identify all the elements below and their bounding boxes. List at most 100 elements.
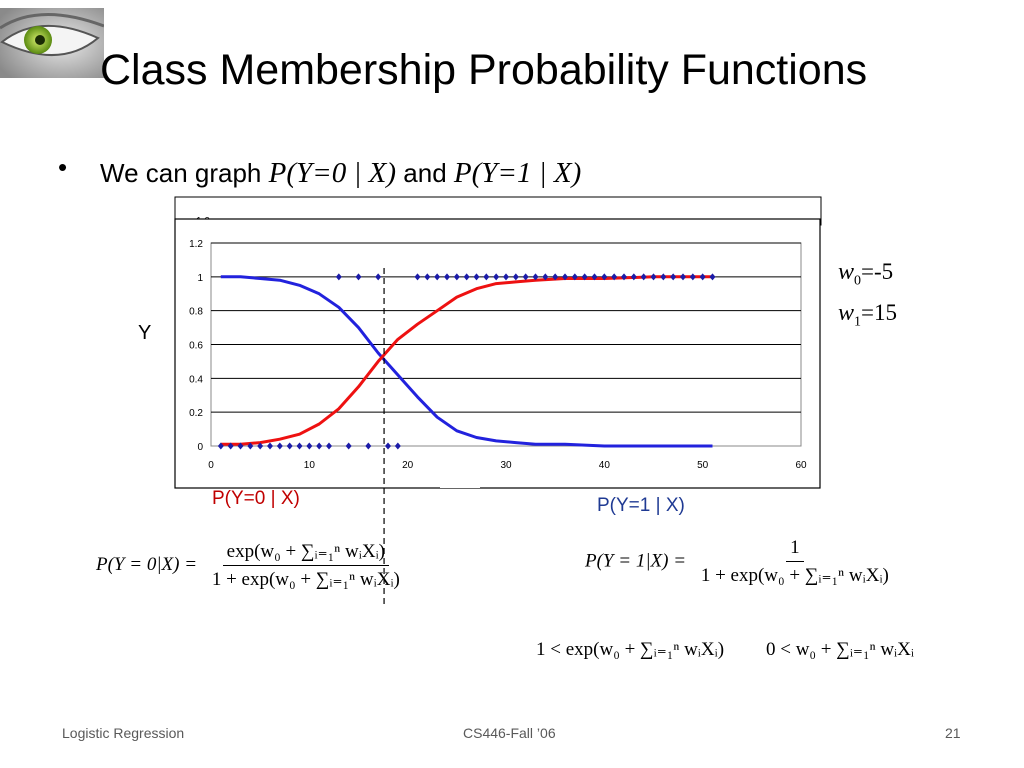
data-point (345, 442, 352, 450)
data-point (670, 273, 677, 281)
w1-value: w1=15 (838, 297, 897, 338)
x-tick-label: 50 (697, 460, 709, 471)
data-point (257, 442, 264, 450)
y-tick-label: 0 (197, 442, 203, 453)
data-point (522, 273, 529, 281)
y-tick-label: 0.2 (189, 408, 203, 419)
w1-symbol: w (838, 299, 855, 326)
inequality-exp: 1 < exp(w₀ + ∑ᵢ₌₁ⁿ wᵢXᵢ) (536, 639, 725, 660)
x-tick-label: 60 (795, 460, 807, 471)
equation-p0-fraction: exp(w₀ + ∑ᵢ₌₁ⁿ wᵢXᵢ) 1 + exp(w₀ + ∑ᵢ₌₁ⁿ … (208, 540, 404, 591)
data-point (434, 273, 441, 281)
y-tick-label: 0.4 (189, 374, 203, 385)
data-point (660, 273, 667, 281)
bullet-connector: and (396, 158, 454, 188)
eye-logo (0, 8, 104, 78)
data-point (306, 442, 313, 450)
data-points (217, 273, 716, 450)
data-point (463, 273, 470, 281)
equation-p0-numerator: exp(w₀ + ∑ᵢ₌₁ⁿ wᵢXᵢ) (222, 540, 390, 566)
x-tick-label: 0 (208, 460, 214, 471)
w0-symbol: w (838, 259, 855, 285)
data-point (424, 273, 431, 281)
w1-subscript: 1 (854, 314, 862, 330)
data-point (365, 442, 372, 450)
data-point (542, 273, 549, 281)
data-point (375, 273, 382, 281)
data-point (247, 442, 254, 450)
axis-ticks: 0 0.2 0.4 0.6 0.8 1 1.2 0 10 20 30 40 50 60 (189, 239, 807, 471)
series-line (220, 275, 713, 448)
x-tick-label: 30 (500, 460, 512, 471)
inequality-linear: 0 < w₀ + ∑ᵢ₌₁ⁿ wᵢXᵢ (766, 639, 914, 660)
data-point (630, 273, 637, 281)
y-tick-label: 0.6 (189, 341, 203, 352)
data-point (326, 442, 332, 450)
y-tick-label: 1.2 (189, 239, 203, 250)
equation-p1-denominator: 1 + exp(w₀ + ∑ᵢ₌₁ⁿ wᵢXᵢ) (700, 565, 889, 586)
y-tick-label: 1 (197, 273, 203, 284)
data-point (286, 442, 293, 450)
data-point (552, 273, 559, 281)
x-tick-label: 20 (402, 460, 414, 471)
bullet-text: We can graph P(Y=0 | X) and P(Y=1 | X) (100, 157, 581, 190)
slide-title: Class Membership Probability Functions (100, 46, 868, 94)
data-point (493, 273, 500, 281)
data-point (650, 273, 657, 281)
data-point (227, 442, 234, 450)
data-point (276, 442, 283, 450)
data-point (640, 273, 647, 281)
equation-p1: P(Y = 1|X) = 1 1 + exp(w₀ + ∑ᵢ₌₁ⁿ wᵢXᵢ) (585, 537, 893, 587)
w0-number: =-5 (861, 259, 894, 284)
data-point (444, 273, 450, 281)
equation-p0: P(Y = 0|X) = exp(w₀ + ∑ᵢ₌₁ⁿ wᵢXᵢ) 1 + ex… (96, 540, 404, 591)
data-point (699, 273, 706, 281)
data-point (512, 273, 519, 281)
data-point (453, 273, 460, 281)
bullet-prefix: We can graph (100, 158, 269, 188)
equation-p1-fraction: 1 1 + exp(w₀ + ∑ᵢ₌₁ⁿ wᵢXᵢ) (697, 537, 893, 587)
w0-value: w0=-5 (838, 256, 897, 297)
data-point (581, 273, 588, 281)
axis-label-occluder (440, 476, 480, 488)
x-tick-label: 10 (304, 460, 316, 471)
w0-subscript: 0 (854, 273, 862, 289)
label-p-y0: P(Y=0 | X) (212, 488, 300, 509)
w1-number: =15 (861, 299, 897, 325)
data-point (601, 273, 608, 281)
grid-lines (211, 242, 801, 413)
data-point (473, 273, 480, 281)
data-point (689, 273, 696, 281)
data-point (355, 273, 362, 281)
data-point (237, 442, 244, 450)
data-point (385, 442, 391, 450)
data-point (562, 273, 568, 281)
x-tick-label: 40 (599, 460, 611, 471)
footer-page-number: 21 (945, 725, 961, 741)
y-axis-label: Y (138, 322, 152, 344)
data-point (680, 273, 686, 281)
label-p-y1: P(Y=1 | X) (597, 495, 685, 516)
weight-values: w0=-5 w1=15 (838, 256, 897, 337)
equation-p1-lhs: P(Y = 1|X) = (585, 550, 687, 572)
data-point (483, 273, 490, 281)
data-point (296, 442, 303, 450)
data-point (316, 442, 323, 450)
data-point (394, 442, 401, 450)
data-point (335, 273, 342, 281)
footer-left: Logistic Regression (62, 725, 185, 741)
data-point (414, 273, 421, 281)
y-tick-label: 0.8 (189, 307, 203, 318)
data-point (267, 442, 273, 450)
data-point (621, 273, 627, 281)
data-point (532, 273, 539, 281)
data-point (591, 273, 598, 281)
data-point (611, 273, 618, 281)
data-point (217, 442, 224, 450)
data-point (503, 273, 509, 281)
equation-p0-denominator: 1 + exp(w₀ + ∑ᵢ₌₁ⁿ wᵢXᵢ) (211, 569, 400, 590)
bullet-expr-p0: P(Y=0 | X) (268, 157, 397, 189)
equation-p0-lhs: P(Y = 0|X) = (96, 553, 198, 575)
bullet-marker: • (58, 152, 68, 182)
